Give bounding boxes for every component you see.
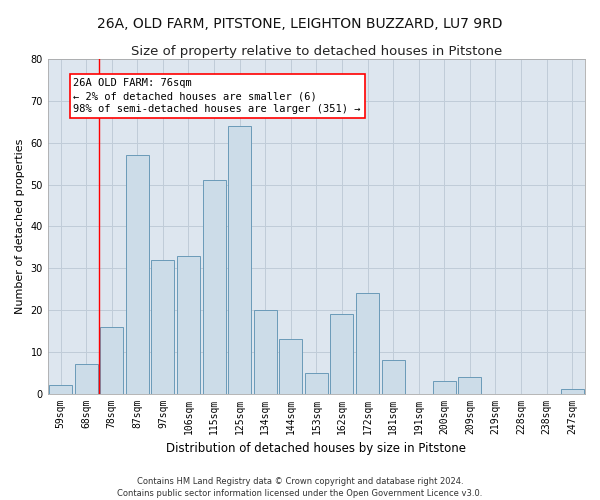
Bar <box>228 126 251 394</box>
Bar <box>151 260 175 394</box>
Bar <box>280 339 302 394</box>
Bar <box>433 381 456 394</box>
Bar <box>382 360 404 394</box>
Title: Size of property relative to detached houses in Pitstone: Size of property relative to detached ho… <box>131 45 502 58</box>
Bar <box>305 372 328 394</box>
Bar <box>356 293 379 394</box>
Bar <box>254 310 277 394</box>
Bar <box>203 180 226 394</box>
Bar <box>560 390 584 394</box>
Text: Contains HM Land Registry data © Crown copyright and database right 2024.
Contai: Contains HM Land Registry data © Crown c… <box>118 476 482 498</box>
Bar <box>74 364 98 394</box>
Bar <box>458 377 481 394</box>
Bar <box>126 156 149 394</box>
Bar <box>177 256 200 394</box>
Bar <box>49 385 72 394</box>
Bar <box>100 326 123 394</box>
Bar <box>331 314 353 394</box>
Y-axis label: Number of detached properties: Number of detached properties <box>15 138 25 314</box>
X-axis label: Distribution of detached houses by size in Pitstone: Distribution of detached houses by size … <box>166 442 466 455</box>
Text: 26A, OLD FARM, PITSTONE, LEIGHTON BUZZARD, LU7 9RD: 26A, OLD FARM, PITSTONE, LEIGHTON BUZZAR… <box>97 18 503 32</box>
Text: 26A OLD FARM: 76sqm
← 2% of detached houses are smaller (6)
98% of semi-detached: 26A OLD FARM: 76sqm ← 2% of detached hou… <box>73 78 361 114</box>
